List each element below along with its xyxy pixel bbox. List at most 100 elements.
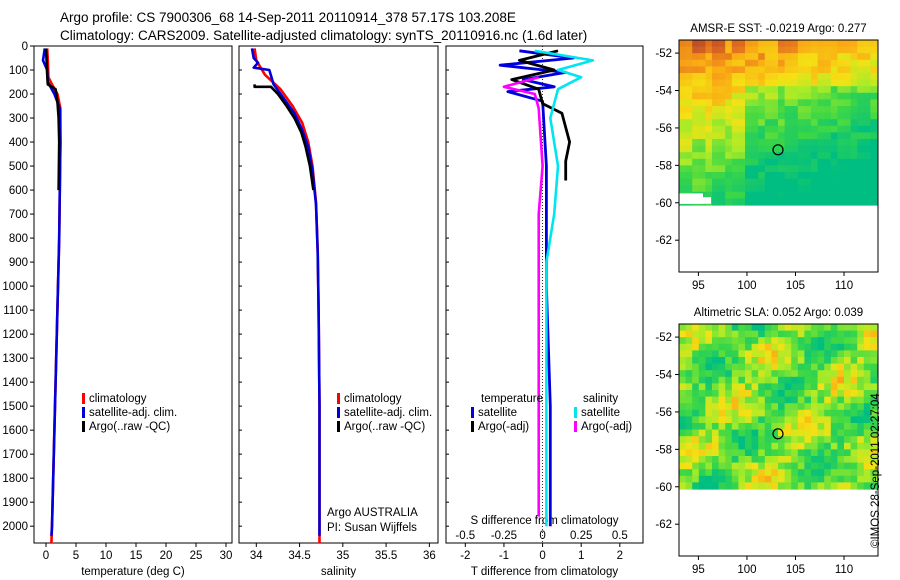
map-cell xyxy=(797,330,805,338)
map-cell xyxy=(778,370,786,378)
map-cell xyxy=(712,330,720,338)
map-cell xyxy=(679,86,687,94)
map-cell xyxy=(758,145,766,153)
map-cell xyxy=(692,469,700,477)
map-cell xyxy=(850,86,858,94)
map-cell xyxy=(830,429,838,437)
map-cell xyxy=(797,343,805,351)
map-cell xyxy=(844,324,852,332)
map-cell xyxy=(725,324,733,332)
map-cell xyxy=(824,403,832,411)
map-cell xyxy=(837,86,845,94)
map-cell xyxy=(764,172,772,180)
map-cell xyxy=(712,185,720,193)
map-cell xyxy=(804,330,812,338)
map-cell xyxy=(844,165,852,173)
map-cell xyxy=(830,376,838,384)
map-cell xyxy=(837,409,845,417)
map-cell xyxy=(824,185,832,193)
map-cell xyxy=(685,86,693,94)
map-cell xyxy=(764,59,772,67)
map-cell xyxy=(797,152,805,160)
map-cell xyxy=(797,350,805,358)
map-cell xyxy=(817,185,825,193)
map-cell xyxy=(712,423,720,431)
map-cell xyxy=(731,152,739,160)
map-cell xyxy=(685,330,693,338)
map-cell xyxy=(791,178,799,186)
map-cell xyxy=(811,456,819,464)
map-cell xyxy=(725,40,733,48)
map-cell xyxy=(725,350,733,358)
map-cell xyxy=(731,59,739,67)
map-cell xyxy=(738,198,746,206)
map-cell xyxy=(698,145,706,153)
map-cell xyxy=(692,396,700,404)
map-cell xyxy=(850,462,858,470)
map-cell xyxy=(850,429,858,437)
map-cell xyxy=(778,475,786,483)
map-cell xyxy=(692,350,700,358)
map-cell xyxy=(731,106,739,114)
map-cell xyxy=(817,92,825,100)
map-cell xyxy=(771,92,779,100)
map-cell xyxy=(857,370,865,378)
map-cell xyxy=(870,330,878,338)
map-cell xyxy=(817,330,825,338)
map-cell xyxy=(811,46,819,54)
map-cell xyxy=(811,423,819,431)
map-cell xyxy=(824,158,832,166)
map-cell xyxy=(679,390,687,398)
map-cell xyxy=(857,442,865,450)
map-cell xyxy=(784,165,792,173)
map-cell xyxy=(751,482,759,490)
map-cell xyxy=(771,198,779,206)
map-cell xyxy=(844,125,852,133)
map-cell xyxy=(863,125,871,133)
map-cell xyxy=(804,106,812,114)
map-cell xyxy=(804,86,812,94)
map-cell xyxy=(751,343,759,351)
map-cell xyxy=(731,462,739,470)
map-cell xyxy=(692,376,700,384)
salinity-axes-frame xyxy=(238,45,439,544)
map-cell xyxy=(745,376,753,384)
map-cell xyxy=(817,40,825,48)
map-cell xyxy=(738,86,746,94)
map-cell xyxy=(771,145,779,153)
map-cell xyxy=(745,357,753,365)
map-cell xyxy=(784,456,792,464)
map-cell xyxy=(863,337,871,345)
depth-tick-label: 1700 xyxy=(2,449,28,461)
lat-tick-label: -62 xyxy=(655,519,672,531)
map-cell xyxy=(811,383,819,391)
map-cell xyxy=(778,436,786,444)
map-cell xyxy=(837,165,845,173)
map-cell xyxy=(764,403,772,411)
map-cell xyxy=(745,475,753,483)
map-cell xyxy=(725,119,733,127)
map-cell xyxy=(745,185,753,193)
map-cell xyxy=(698,119,706,127)
map-cell xyxy=(698,363,706,371)
map-cell xyxy=(804,198,812,206)
map-cell xyxy=(718,376,726,384)
map-cell xyxy=(837,73,845,81)
difference-series-temperature-argo-adj xyxy=(510,49,571,181)
map-cell xyxy=(679,112,687,120)
map-cell xyxy=(791,475,799,483)
map-cell xyxy=(751,469,759,477)
map-cell xyxy=(698,112,706,120)
map-cell xyxy=(751,53,759,61)
map-cell xyxy=(705,152,713,160)
map-cell xyxy=(758,390,766,398)
map-cell xyxy=(817,139,825,147)
map-cell xyxy=(837,92,845,100)
map-cell xyxy=(830,383,838,391)
map-cell xyxy=(692,403,700,411)
map-cell xyxy=(725,442,733,450)
map-cell xyxy=(844,423,852,431)
map-cell xyxy=(751,139,759,147)
map-cell xyxy=(778,86,786,94)
map-cell xyxy=(692,423,700,431)
